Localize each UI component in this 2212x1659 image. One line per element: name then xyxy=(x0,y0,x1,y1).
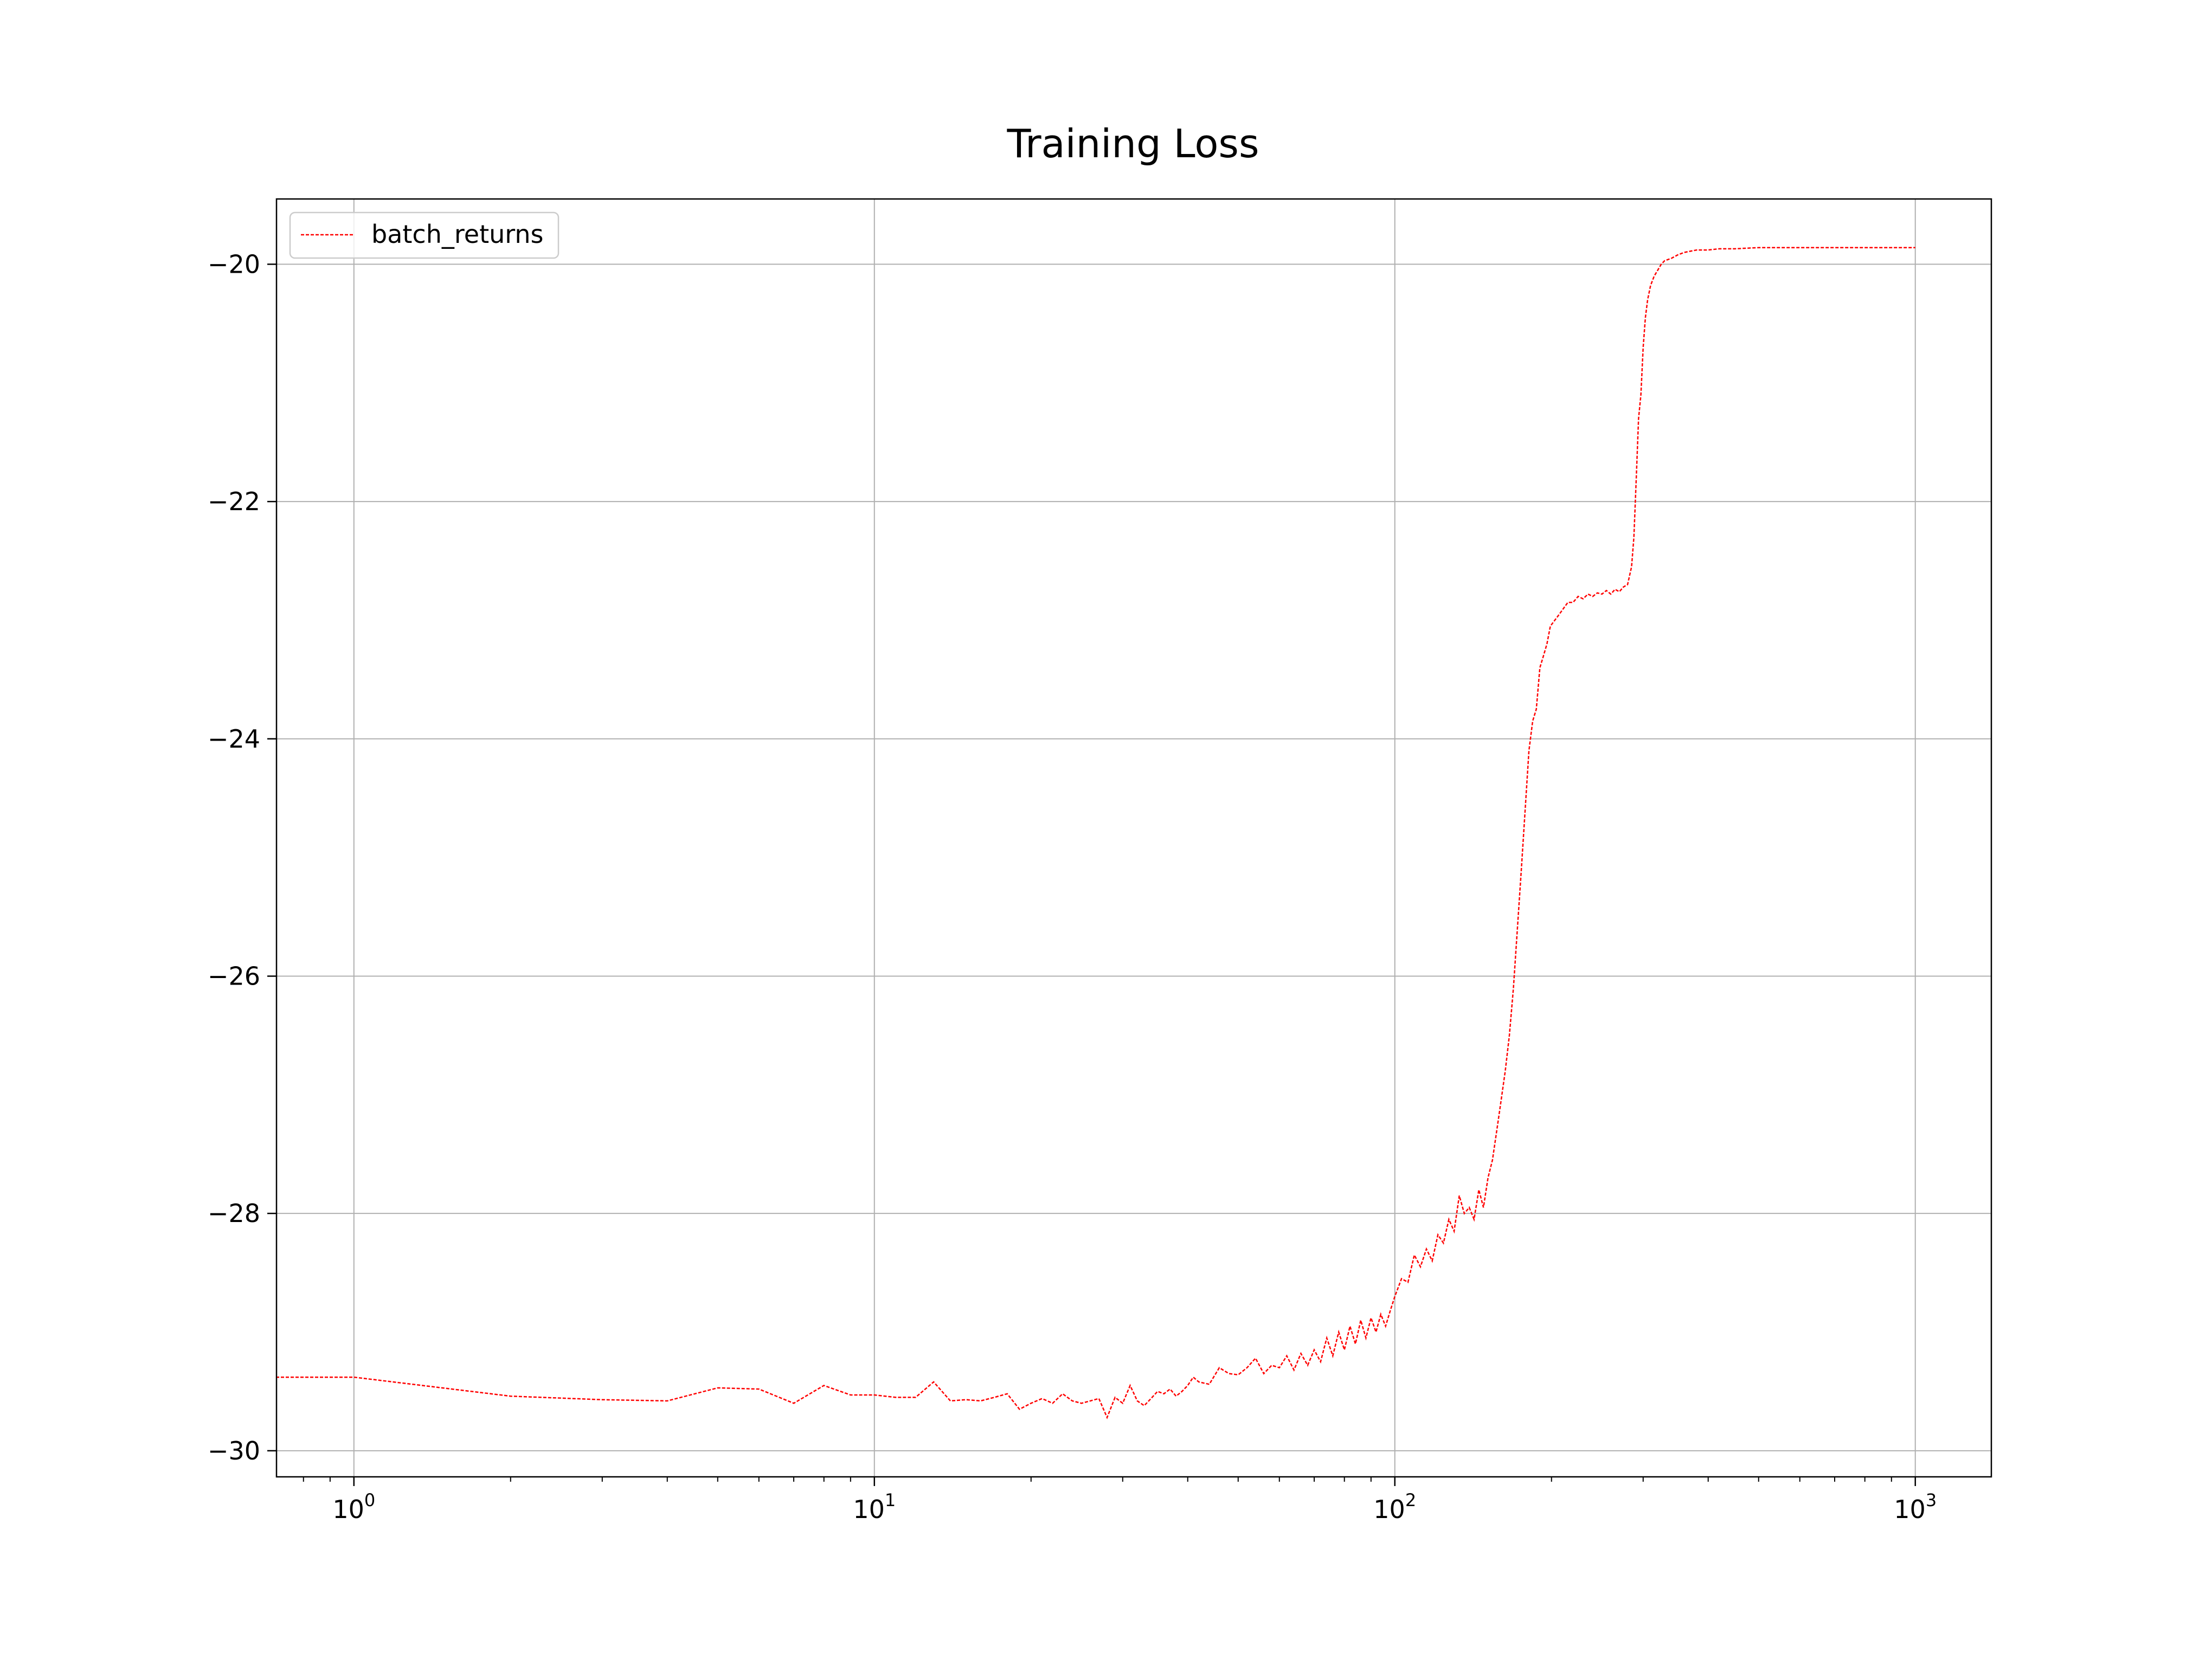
chart-title: Training Loss xyxy=(1007,121,1259,166)
y-tick-label: −30 xyxy=(208,1436,260,1465)
axis-ticks: −20 −22 −24 −26 −28 −30 100 101 102 103 xyxy=(208,249,1937,1524)
x-tick-label: 103 xyxy=(1894,1490,1937,1524)
x-tick-label: 102 xyxy=(1373,1490,1416,1524)
series-line-batch-returns xyxy=(276,247,1915,1419)
y-tick-label: −26 xyxy=(208,961,260,991)
x-tick-label: 100 xyxy=(332,1490,375,1524)
legend-label-batch-returns: batch_returns xyxy=(371,220,544,249)
y-tick-label: −22 xyxy=(208,487,260,516)
legend-box xyxy=(289,211,560,259)
y-tick-label: −28 xyxy=(208,1199,260,1228)
y-tick-label: −24 xyxy=(208,724,260,754)
legend: batch_returns xyxy=(289,211,560,259)
series-layer xyxy=(276,247,1915,1419)
grid xyxy=(276,199,1991,1477)
x-tick-label: 101 xyxy=(853,1490,896,1524)
plot-frame xyxy=(275,198,1992,1478)
y-tick-label: −20 xyxy=(208,249,260,279)
